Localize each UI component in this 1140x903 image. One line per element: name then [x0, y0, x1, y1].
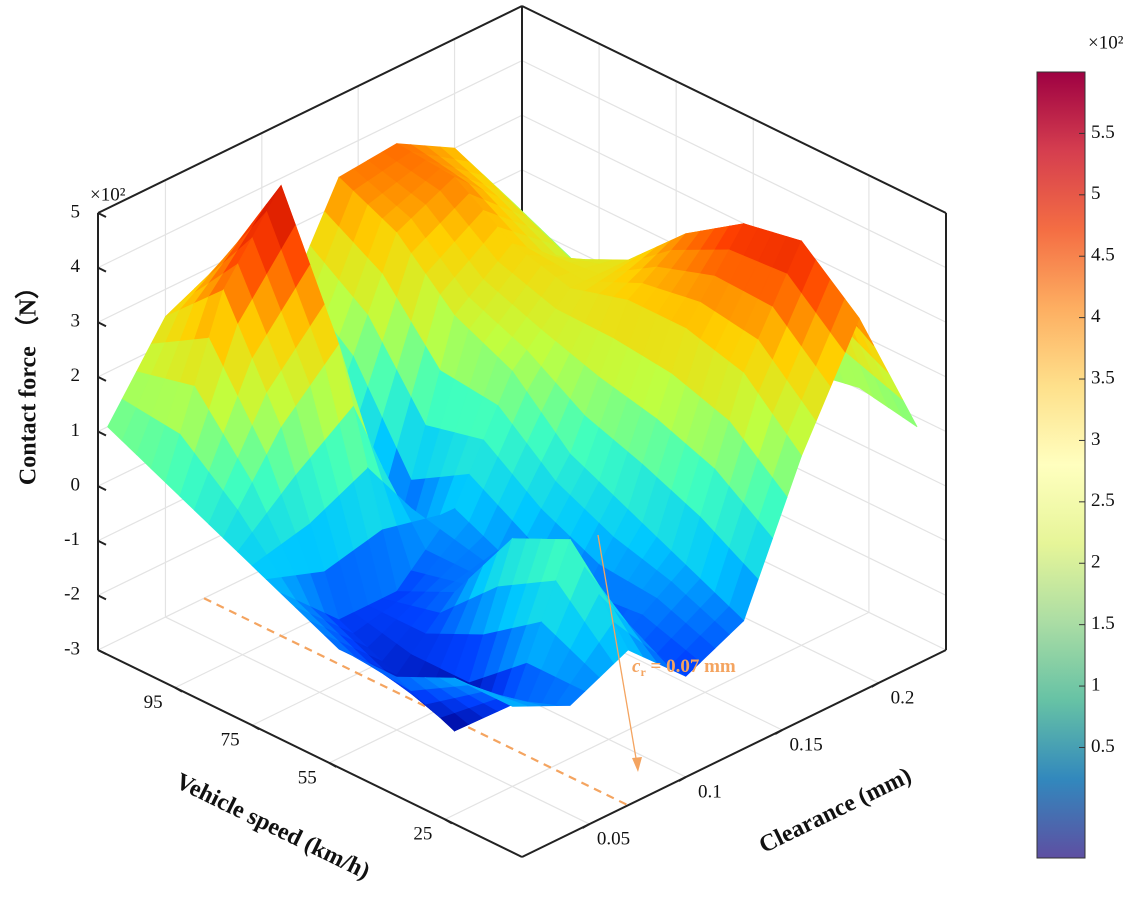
- grid-line: [444, 611, 870, 820]
- axis-edge: [521, 5, 947, 214]
- z-tick-label: -1: [64, 529, 80, 550]
- z-tick: [97, 539, 107, 546]
- z-tick-label: 5: [71, 201, 81, 222]
- z-tick: [97, 430, 107, 437]
- arrow-head: [632, 757, 642, 772]
- x-axis-label: Vehicle speed (km/h): [171, 768, 373, 885]
- colorbar-tick-label: 3.5: [1091, 367, 1115, 388]
- colorbar-tick-label: 5.5: [1091, 122, 1115, 143]
- x-tick: [328, 762, 337, 768]
- y-tick: [678, 776, 687, 782]
- y-axis-label: Clearance (mm): [755, 763, 916, 859]
- x-tick-label: 25: [413, 824, 432, 845]
- surface-patch: [497, 698, 527, 707]
- colorbar: [1036, 71, 1086, 859]
- colorbar-tick-label: 5: [1091, 183, 1101, 204]
- z-axis-label: Contact force （N）: [15, 275, 42, 485]
- overlay: cr = 0.07 mm: [597, 534, 736, 772]
- y-tick-label: 0.1: [698, 781, 722, 802]
- colorbar-tick-label: 0.5: [1091, 736, 1115, 757]
- colorbar-tick-label: 4: [1091, 306, 1101, 327]
- colorbar-tick-label: 2.5: [1091, 490, 1115, 511]
- surface: [107, 143, 918, 732]
- grid-line: [165, 616, 590, 825]
- x-tick: [444, 818, 453, 825]
- z-tick: [97, 485, 107, 492]
- colorbar-tick-label: 1.5: [1091, 613, 1115, 634]
- y-tick: [774, 729, 783, 735]
- z-tick-label: 4: [71, 256, 81, 277]
- colorbar-tick-label: 4.5: [1091, 245, 1115, 266]
- z-tick: [97, 266, 107, 273]
- y-tick: [871, 682, 880, 688]
- y-tick-label: 0.05: [597, 828, 630, 849]
- colorbar-tick-label: 2: [1091, 552, 1101, 573]
- z-tick-label: -3: [64, 638, 80, 659]
- grid-line: [521, 114, 947, 323]
- annotation-subscript: r: [640, 665, 646, 679]
- z-tick-label: 3: [71, 311, 81, 332]
- colorbar-multiplier: ×10²: [1088, 32, 1124, 53]
- y-tick: [581, 823, 590, 829]
- x-tick-label: 55: [298, 767, 317, 788]
- annotation-label: cr = 0.07 mm: [632, 656, 736, 678]
- y-tick-label: 0.15: [790, 734, 823, 755]
- z-tick-label: -2: [64, 584, 80, 605]
- annotation-line: [203, 597, 629, 807]
- annotation-text: = 0.07 mm: [646, 656, 736, 677]
- z-tick-label: 1: [71, 420, 81, 441]
- annotation-arrow: [597, 534, 639, 771]
- annotation-symbol: c: [632, 656, 641, 677]
- x-tick: [251, 724, 260, 731]
- x-tick: [174, 686, 183, 693]
- grid-line: [97, 60, 523, 269]
- z-tick: [97, 375, 107, 382]
- z-multiplier: ×10²: [90, 184, 126, 205]
- x-tick-label: 95: [144, 692, 163, 713]
- colorbar-tick-label: 3: [1091, 429, 1101, 450]
- z-tick: [97, 321, 107, 328]
- x-tick-label: 75: [221, 730, 240, 751]
- colorbar-tick-label: 1: [1091, 674, 1101, 695]
- grid-line: [521, 60, 947, 269]
- z-tick-label: 0: [71, 474, 81, 495]
- z-tick: [97, 212, 107, 218]
- z-tick-label: 2: [71, 365, 81, 386]
- axis-edge: [97, 5, 523, 214]
- z-tick: [97, 594, 107, 601]
- z-tick: [97, 649, 107, 655]
- y-tick-label: 0.2: [891, 687, 915, 708]
